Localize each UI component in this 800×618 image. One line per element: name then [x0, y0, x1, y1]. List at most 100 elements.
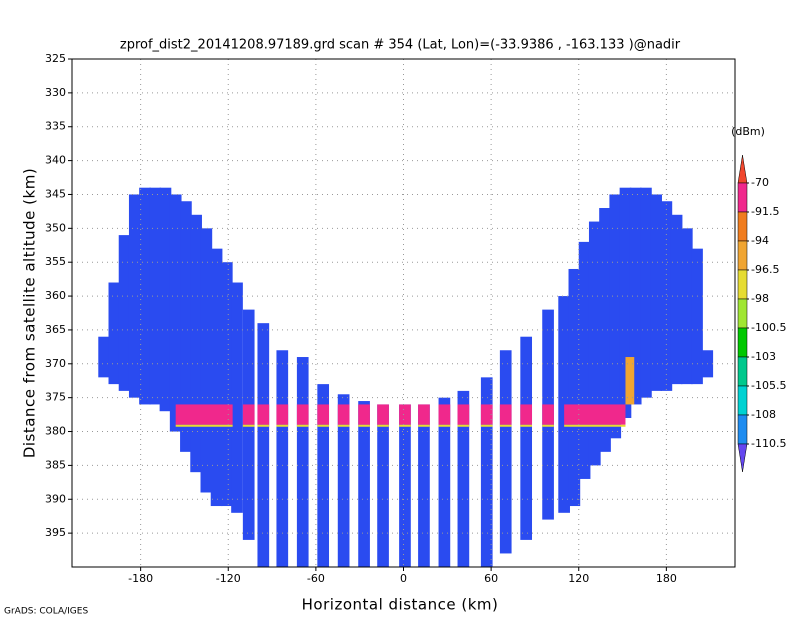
bright-band-edge	[296, 424, 309, 427]
echo-column	[200, 228, 213, 493]
x-tick-label: 60	[484, 572, 498, 585]
bright-band	[438, 404, 451, 425]
bright-band-edge	[317, 424, 330, 427]
colorbar-box	[737, 327, 748, 358]
bright-band-edge	[175, 424, 233, 427]
bright-band-edge	[457, 424, 470, 427]
echo-column	[190, 214, 202, 473]
y-tick-label: 380	[45, 425, 66, 438]
y-tick-label: 375	[45, 391, 66, 404]
bright-band	[480, 404, 493, 425]
echo-column	[296, 357, 309, 567]
echo-column	[358, 401, 370, 567]
bright-band	[296, 404, 309, 425]
colorbar-label: -105.5	[751, 379, 786, 392]
bright-band-edge	[242, 424, 255, 427]
echo-column	[108, 282, 121, 385]
echo-column	[276, 350, 289, 567]
y-axis-label: Distance from satellite altitude (km)	[21, 168, 39, 458]
colorbar-box	[737, 211, 748, 242]
colorbar-box	[737, 269, 748, 300]
bright-band	[520, 404, 533, 425]
echo-column	[457, 390, 470, 567]
colorbar-triangle	[737, 443, 748, 473]
echo-column	[257, 323, 270, 567]
bright-band	[257, 404, 270, 425]
y-tick-label: 360	[45, 289, 66, 302]
echo-column	[680, 228, 693, 385]
y-tick-label: 335	[45, 120, 66, 133]
colorbar-triangle	[737, 154, 748, 184]
bright-band	[337, 404, 350, 425]
echo-column	[599, 208, 611, 452]
echo-column	[337, 394, 350, 567]
bright-band	[358, 404, 370, 425]
bright-band	[175, 404, 233, 425]
colorbar-box	[737, 298, 748, 329]
bright-band	[399, 404, 411, 425]
bright-band	[499, 404, 512, 425]
echo-column	[520, 336, 533, 540]
colorbar-label: -70	[751, 176, 769, 189]
bright-band-edge	[399, 424, 411, 427]
echo-column	[660, 201, 673, 391]
echo-column	[118, 235, 131, 391]
colorbar-label: -110.5	[751, 437, 786, 450]
echo-column	[499, 350, 512, 554]
footer: GrADS: COLA/IGES	[4, 607, 88, 617]
y-tick-label: 390	[45, 492, 66, 505]
colorbar-box	[737, 385, 748, 416]
echo-column	[619, 187, 632, 418]
bright-band-edge	[257, 424, 270, 427]
bright-band-edge	[418, 424, 430, 427]
bright-band-edge	[337, 424, 350, 427]
echo-column	[149, 187, 162, 405]
colorbar-unit: (dBm)	[731, 125, 765, 138]
echo-column	[180, 201, 192, 452]
echo-cell	[625, 357, 635, 405]
colorbar-label: -98	[751, 292, 769, 305]
echo-column	[418, 404, 430, 567]
bright-band-edge	[564, 424, 626, 427]
echo-column	[128, 194, 141, 398]
bright-band	[457, 404, 470, 425]
y-tick-label: 395	[45, 526, 66, 539]
colorbar-label: -103	[751, 350, 776, 363]
y-tick-label: 350	[45, 221, 66, 234]
echo-column	[650, 194, 662, 391]
bright-band-edge	[438, 424, 451, 427]
bright-band	[564, 404, 626, 425]
y-tick-label: 370	[45, 357, 66, 370]
y-tick-label: 385	[45, 458, 66, 471]
echo-column	[377, 404, 389, 567]
colorbar-box	[737, 182, 748, 213]
plot-area	[98, 187, 714, 567]
colorbar-label: -94	[751, 234, 769, 247]
bright-band-edge	[499, 424, 512, 427]
echo-column	[578, 241, 591, 479]
bright-band	[542, 404, 554, 425]
x-axis-label: Horizontal distance (km)	[302, 596, 499, 614]
echo-column	[220, 262, 233, 507]
echo-column	[670, 214, 683, 385]
bright-band-edge	[542, 424, 554, 427]
colorbar-box	[737, 356, 748, 387]
echo-column	[159, 187, 172, 412]
echo-column	[480, 377, 493, 567]
y-tick-label: 325	[45, 52, 66, 65]
echo-column	[691, 248, 703, 385]
echo-column	[640, 187, 652, 398]
y-tick-label: 365	[45, 323, 66, 336]
x-tick-label: -180	[128, 572, 153, 585]
chart-title: zprof_dist2_20141208.97189.grd scan # 35…	[120, 38, 681, 53]
plot-frame	[71, 58, 736, 568]
echo-column	[438, 397, 451, 567]
field	[98, 187, 714, 567]
colorbar-label: -100.5	[751, 321, 786, 334]
bright-band	[317, 404, 330, 425]
bright-band	[242, 404, 255, 425]
bright-band	[276, 404, 289, 425]
x-tick-label: -60	[307, 572, 325, 585]
echo-column	[568, 268, 581, 507]
